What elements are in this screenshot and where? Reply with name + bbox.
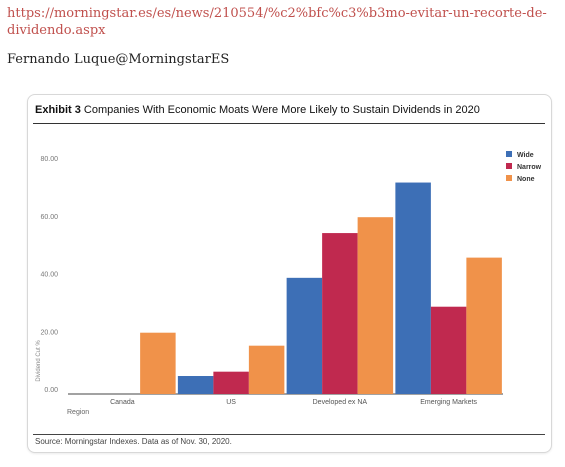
bar-narrow-1 <box>213 371 249 394</box>
article-url-link[interactable]: https://morningstar.es/es/news/210554/%c… <box>7 6 547 38</box>
y-tick-label: 20.00 <box>40 329 58 336</box>
legend-label: Narrow <box>517 164 542 171</box>
bar-none-2 <box>357 217 394 394</box>
title-divider <box>33 123 545 124</box>
bar-none-0 <box>140 332 176 394</box>
legend-label: Wide <box>517 152 534 159</box>
bar-wide-3 <box>395 182 431 394</box>
legend-label: None <box>517 176 535 183</box>
x-axis-label: Region <box>67 409 89 416</box>
y-axis-label: Dividend Cut % <box>36 340 42 382</box>
x-tick-label: US <box>226 399 236 406</box>
exhibit-title: Companies With Economic Moats Were More … <box>83 104 480 116</box>
author-credit: Fernando Luque@MorningstarES <box>7 52 230 67</box>
bar-none-1 <box>248 345 285 394</box>
bar-wide-2 <box>286 277 323 394</box>
bar-none-3 <box>466 257 502 394</box>
exhibit-card: Exhibit 3 Companies With Economic Moats … <box>27 94 552 453</box>
bar-wide-1 <box>177 376 214 394</box>
source-note: Source: Morningstar Indexes. Data as of … <box>35 437 232 446</box>
legend-swatch-wide <box>506 151 512 157</box>
y-tick-label: 40.00 <box>40 272 58 279</box>
exhibit-label: Exhibit 3 <box>35 104 81 116</box>
bar-narrow-2 <box>322 233 358 394</box>
bar-chart: 0.00 20.00 40.00 60.00 80.00 Dividend Cut % Re… <box>36 151 542 416</box>
source-divider <box>33 434 545 435</box>
x-tick-label: Developed ex NA <box>313 399 368 406</box>
x-tick-label: Canada <box>110 399 135 406</box>
legend-swatch-narrow <box>506 163 512 169</box>
y-tick-label: 0.00 <box>44 387 58 394</box>
exhibit-heading: Exhibit 3 Companies With Economic Moats … <box>35 104 480 116</box>
y-tick-label: 80.00 <box>40 156 58 163</box>
y-tick-label: 60.00 <box>40 214 58 221</box>
legend-swatch-none <box>506 175 512 181</box>
bar-narrow-3 <box>430 306 467 394</box>
x-tick-label: Emerging Markets <box>420 399 477 406</box>
